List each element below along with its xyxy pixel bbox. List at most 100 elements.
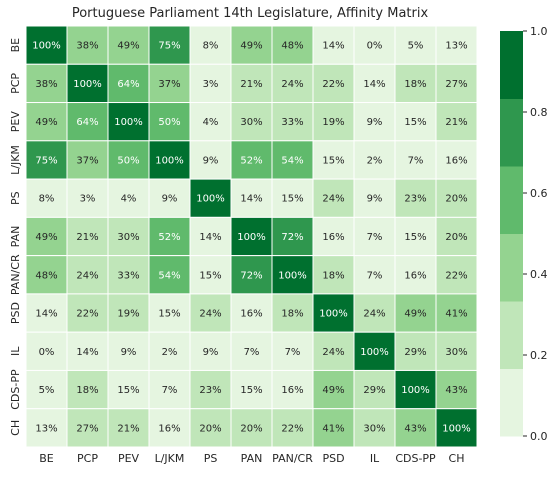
cell-value-label: 21% xyxy=(445,117,467,128)
cell-value-label: 49% xyxy=(35,117,57,128)
y-tick-label: BE xyxy=(9,38,22,53)
heatmap-cell xyxy=(25,216,68,257)
cell-value-label: 16% xyxy=(322,232,344,243)
cell-value-label: 38% xyxy=(35,79,57,90)
cell-value-label: 100% xyxy=(32,41,61,52)
heatmap-cell xyxy=(271,293,314,333)
cell-value-label: 18% xyxy=(76,385,98,396)
cell-value-label: 24% xyxy=(363,309,385,320)
cell-value-label: 30% xyxy=(363,423,385,434)
heatmap-cell xyxy=(353,331,396,371)
heatmap-cell xyxy=(271,102,314,142)
colorbar-tick-label: 0.0 xyxy=(530,430,548,443)
cell-value-label: 0% xyxy=(367,41,383,52)
cell-value-label: 8% xyxy=(203,41,219,52)
cell-value-label: 3% xyxy=(203,79,219,90)
cell-value-label: 15% xyxy=(404,232,426,243)
x-tick-label: PAN xyxy=(241,452,263,465)
cell-value-label: 7% xyxy=(285,347,301,358)
cell-value-label: 22% xyxy=(445,270,467,281)
heatmap-cell xyxy=(312,255,355,295)
colorbar-tick-label: 0.4 xyxy=(530,268,548,281)
cell-value-label: 15% xyxy=(240,385,262,396)
heatmap-cell xyxy=(148,255,191,295)
cell-value-label: 9% xyxy=(121,347,137,358)
cell-value-label: 48% xyxy=(281,41,303,52)
cell-value-label: 23% xyxy=(404,194,426,205)
y-tick-label: CDS-PP xyxy=(9,369,22,410)
cell-value-label: 49% xyxy=(322,385,344,396)
heatmap-cell xyxy=(107,178,150,218)
cell-value-label: 33% xyxy=(117,270,139,281)
cell-value-label: 18% xyxy=(322,270,344,281)
cell-value-label: 33% xyxy=(281,117,303,128)
cell-value-label: 5% xyxy=(408,41,424,52)
cell-value-label: 30% xyxy=(240,117,262,128)
heatmap-cell xyxy=(271,331,314,371)
heatmap-cell xyxy=(107,331,150,371)
heatmap-cell xyxy=(66,408,109,448)
cell-value-label: 24% xyxy=(322,347,344,358)
heatmap-cell xyxy=(353,369,396,410)
cell-value-label: 48% xyxy=(35,270,57,281)
cell-value-label: 30% xyxy=(445,347,467,358)
colorbar-tick-label: 1.0 xyxy=(530,25,548,38)
cell-value-label: 7% xyxy=(367,270,383,281)
heatmap-cell xyxy=(25,25,68,65)
cell-value-label: 50% xyxy=(117,155,139,166)
heatmap-cell xyxy=(394,331,437,371)
cell-value-label: 50% xyxy=(158,117,180,128)
cell-value-label: 100% xyxy=(155,155,184,166)
heatmap-cell xyxy=(25,255,68,295)
heatmap-cell xyxy=(230,25,273,65)
cell-value-label: 72% xyxy=(240,270,262,281)
heatmap-cell xyxy=(353,102,396,142)
cell-value-label: 15% xyxy=(404,117,426,128)
cell-value-label: 100% xyxy=(114,117,143,128)
cell-value-label: 21% xyxy=(240,79,262,90)
cell-value-label: 0% xyxy=(39,347,55,358)
cell-value-label: 14% xyxy=(322,41,344,52)
heatmap-cell xyxy=(148,178,191,218)
cell-value-label: 4% xyxy=(203,117,219,128)
heatmap-cell xyxy=(271,255,314,295)
heatmap-cell xyxy=(435,140,478,180)
heatmap-cell xyxy=(394,178,437,218)
cell-value-label: 29% xyxy=(363,385,385,396)
cell-value-label: 21% xyxy=(76,232,98,243)
cell-value-label: 19% xyxy=(322,117,344,128)
heatmap-cell xyxy=(25,178,68,218)
y-tick-label: PEV xyxy=(9,111,22,133)
heatmap-cell xyxy=(25,293,68,333)
heatmap-cell xyxy=(271,178,314,218)
heatmap-cell xyxy=(66,293,109,333)
cell-value-label: 16% xyxy=(404,270,426,281)
cell-value-label: 22% xyxy=(281,423,303,434)
cell-value-label: 100% xyxy=(196,194,225,205)
cell-value-label: 38% xyxy=(76,41,98,52)
cell-value-label: 75% xyxy=(35,155,57,166)
cell-value-label: 5% xyxy=(39,385,55,396)
cell-value-label: 43% xyxy=(445,385,467,396)
heatmap-cell xyxy=(189,293,232,333)
cell-value-label: 14% xyxy=(76,347,98,358)
y-tick-label: CH xyxy=(9,420,22,436)
heatmap-cell xyxy=(312,293,355,333)
heatmap-cell xyxy=(353,178,396,218)
heatmap-cell xyxy=(353,216,396,257)
colorbar-band xyxy=(500,301,523,369)
heatmap-cell xyxy=(312,25,355,65)
cell-value-label: 72% xyxy=(281,232,303,243)
cell-value-label: 15% xyxy=(322,155,344,166)
cell-value-label: 14% xyxy=(363,79,385,90)
heatmap-cell xyxy=(25,408,68,448)
x-tick-label: IL xyxy=(370,452,380,465)
cell-value-label: 2% xyxy=(162,347,178,358)
heatmap-cell xyxy=(107,63,150,104)
cell-value-label: 52% xyxy=(240,155,262,166)
cell-value-label: 100% xyxy=(442,423,471,434)
cell-value-label: 49% xyxy=(35,232,57,243)
y-tick-label: L/JKM xyxy=(9,145,22,175)
cell-value-label: 9% xyxy=(367,117,383,128)
